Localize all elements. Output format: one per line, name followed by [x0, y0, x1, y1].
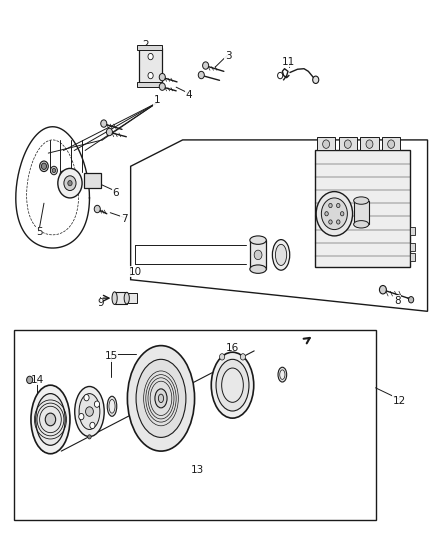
Ellipse shape: [107, 396, 117, 416]
Ellipse shape: [74, 386, 104, 437]
Bar: [353, 200, 368, 224]
Ellipse shape: [136, 359, 185, 438]
Bar: [127, 293, 137, 303]
Circle shape: [52, 168, 56, 173]
Circle shape: [324, 212, 328, 216]
Circle shape: [148, 72, 153, 79]
Circle shape: [88, 435, 91, 439]
Text: 16: 16: [226, 343, 239, 353]
Ellipse shape: [249, 265, 266, 273]
Text: 14: 14: [31, 375, 44, 385]
Bar: [316, 138, 335, 150]
Text: 10: 10: [128, 267, 141, 277]
Ellipse shape: [279, 370, 284, 379]
Circle shape: [67, 181, 72, 186]
Circle shape: [336, 220, 339, 224]
Bar: [114, 292, 127, 304]
Ellipse shape: [272, 240, 289, 270]
Circle shape: [240, 354, 245, 360]
Ellipse shape: [35, 393, 65, 445]
Text: 5: 5: [36, 227, 43, 237]
Bar: [14, 330, 374, 520]
Bar: [360, 138, 378, 150]
Text: 8: 8: [393, 296, 399, 306]
Circle shape: [407, 296, 413, 303]
Circle shape: [85, 407, 93, 416]
Circle shape: [315, 191, 352, 236]
Bar: [338, 138, 356, 150]
Circle shape: [148, 53, 153, 60]
Bar: [137, 45, 162, 50]
Ellipse shape: [155, 389, 167, 408]
Ellipse shape: [221, 368, 243, 402]
Text: 12: 12: [392, 396, 405, 406]
Circle shape: [321, 198, 346, 230]
Bar: [381, 138, 399, 150]
Bar: [314, 150, 409, 266]
Circle shape: [94, 401, 99, 407]
Circle shape: [198, 71, 204, 79]
Bar: [137, 82, 162, 87]
Circle shape: [202, 62, 208, 69]
Ellipse shape: [277, 367, 286, 382]
Ellipse shape: [124, 292, 129, 304]
Circle shape: [387, 140, 394, 148]
Circle shape: [78, 414, 84, 420]
Bar: [409, 253, 414, 261]
Circle shape: [45, 413, 56, 426]
Circle shape: [58, 168, 82, 198]
Text: 4: 4: [185, 90, 192, 100]
Ellipse shape: [254, 250, 261, 260]
Text: 15: 15: [104, 351, 117, 361]
Ellipse shape: [275, 244, 286, 265]
Ellipse shape: [158, 394, 163, 402]
Circle shape: [328, 204, 332, 208]
Text: 6: 6: [112, 188, 119, 198]
Bar: [139, 47, 162, 85]
Text: 9: 9: [97, 298, 103, 309]
Circle shape: [339, 212, 343, 216]
Circle shape: [90, 422, 95, 429]
Ellipse shape: [215, 359, 248, 411]
Ellipse shape: [353, 197, 368, 204]
Circle shape: [328, 220, 332, 224]
Circle shape: [343, 140, 350, 148]
Circle shape: [60, 171, 65, 177]
Ellipse shape: [211, 352, 253, 418]
Text: 13: 13: [191, 465, 204, 474]
Circle shape: [64, 176, 76, 191]
Circle shape: [41, 163, 46, 169]
Circle shape: [378, 286, 385, 294]
Ellipse shape: [249, 236, 266, 244]
Text: 7: 7: [120, 214, 127, 224]
Bar: [84, 173, 100, 189]
Circle shape: [106, 128, 112, 136]
Circle shape: [84, 394, 89, 401]
Text: 2: 2: [142, 40, 149, 50]
Bar: [409, 243, 414, 251]
Bar: [249, 240, 266, 269]
Circle shape: [159, 74, 165, 81]
Ellipse shape: [112, 292, 117, 304]
Ellipse shape: [109, 399, 115, 413]
Text: 11: 11: [282, 57, 295, 67]
Text: 1: 1: [153, 95, 159, 106]
Circle shape: [312, 76, 318, 84]
Circle shape: [336, 204, 339, 208]
Circle shape: [100, 120, 106, 127]
Text: 3: 3: [224, 51, 231, 61]
Circle shape: [27, 376, 32, 384]
Ellipse shape: [31, 385, 70, 454]
Circle shape: [50, 166, 57, 175]
Bar: [409, 227, 414, 235]
Circle shape: [219, 354, 224, 360]
Circle shape: [159, 83, 165, 90]
Ellipse shape: [127, 345, 194, 451]
Circle shape: [39, 161, 48, 172]
Circle shape: [94, 205, 100, 213]
Ellipse shape: [79, 393, 99, 430]
Circle shape: [322, 140, 329, 148]
Ellipse shape: [353, 221, 368, 228]
Circle shape: [365, 140, 372, 148]
